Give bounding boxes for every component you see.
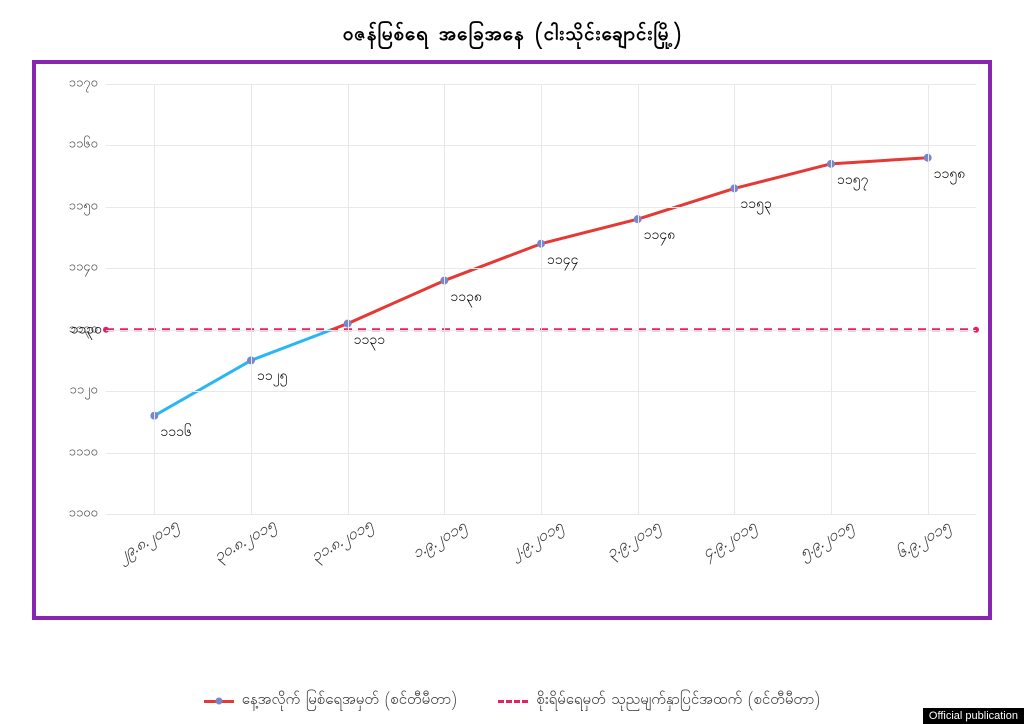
gridline-v	[928, 84, 929, 514]
data-point-label: ၁၁၅၇	[837, 170, 869, 191]
x-tick-label: ၁.၉.၂၀၁၅	[409, 515, 472, 565]
y-tick-label: ၁၁၅၀	[69, 197, 98, 216]
legend: နေ့အလိုက် မြစ်ရေအမှတ် (စင်တီမီတာ) စိုးရိ…	[0, 689, 1024, 713]
gridline-v	[734, 84, 735, 514]
legend-swatch-series	[204, 700, 234, 703]
series-segment	[251, 330, 332, 361]
gridline-v	[831, 84, 832, 514]
series-segment	[734, 164, 831, 189]
data-point-label: ၁၁၄၄	[547, 250, 579, 271]
gridline-v	[348, 84, 349, 514]
series-segment	[154, 360, 251, 415]
x-tick-label: ၄.၉.၂၀၁၅	[699, 515, 762, 565]
x-tick-label: ၃၀.၈.၂၀၁၅	[210, 514, 281, 569]
series-segment	[444, 244, 541, 281]
x-tick-label: ၅.၉.၂၀၁၅	[795, 515, 858, 565]
series-segment	[831, 158, 928, 164]
x-tick-label: ၆.၉.၂၀၁၅	[892, 515, 955, 565]
y-tick-label: ၁၁၁၀	[69, 443, 98, 462]
gridline-v	[251, 84, 252, 514]
data-point-label: ၁၁၂၅	[257, 366, 288, 387]
gridline-v	[638, 84, 639, 514]
gridline-v	[154, 84, 155, 514]
legend-item-danger: စိုးရိမ်ရေမှတ် သုညမျက်နှာပြင်အထက် (စင်တီ…	[498, 690, 820, 712]
plot-area: ၁၁၀၀၁၁၁၀၁၁၂၀၁၁၃၀၁၁၄၀၁၁၅၀၁၁၆၀၁၁၇၀၂၉.၈.၂၀၁…	[106, 84, 976, 514]
series-segment	[348, 281, 445, 324]
y-tick-label: ၁၁၇၀	[69, 75, 98, 94]
chart-frame: ၁၁၀၀ ၁၁၁၀ ၁၁၂၀ ၁၁၃၀ ၁၁၄၀ ၁၁၅၀ ၁၁၆၀ ၁၁၇၀၂၉.၈.၂၀၁…	[32, 60, 992, 620]
danger-level-label: ၁၁၃၀	[71, 319, 103, 340]
chart-title: ဝဇန်မြစ်ရေ အခြေအနေ (ငါးသိုင်းချောင်းမြို…	[0, 0, 1024, 50]
x-tick-label: ၃.၉.၂၀၁၅	[602, 515, 665, 565]
x-tick-label: ၃၁.၈.၂၀၁၅	[306, 514, 377, 569]
series-segment	[541, 219, 638, 244]
gridline-v	[541, 84, 542, 514]
x-tick-label: ၂.၉.၂၀၁၅	[506, 515, 568, 565]
data-point-label: ၁၁၅၃	[740, 194, 772, 215]
data-point-label: ၁၁၃၈	[450, 287, 482, 308]
y-tick-label: ၁၁၄၀	[69, 259, 98, 278]
legend-item-series: နေ့အလိုက် မြစ်ရေအမှတ် (စင်တီမီတာ)	[204, 690, 457, 712]
gridline-v	[444, 84, 445, 514]
legend-swatch-danger	[498, 700, 528, 703]
x-tick-label: ၂၉.၈.၂၀၁၅	[114, 514, 184, 568]
data-point-label: ၁၁၁၆	[160, 422, 192, 443]
legend-label-series: နေ့အလိုက် မြစ်ရေအမှတ် (စင်တီမီတာ)	[242, 690, 457, 712]
legend-label-danger: စိုးရိမ်ရေမှတ် သုညမျက်နှာပြင်အထက် (စင်တီ…	[536, 690, 820, 712]
watermark: Official publication	[923, 708, 1024, 724]
y-tick-label: ၁၁၆၀	[69, 136, 98, 155]
data-point-label: ၁၁၄၈	[644, 225, 676, 246]
data-point-label: ၁၁၅၈	[934, 164, 966, 185]
series-segment	[638, 188, 735, 219]
y-tick-label: ၁၁၂၀	[70, 382, 98, 401]
y-tick-label: ၁၁၀၀	[69, 505, 98, 524]
data-point-label: ၁၁၃၁	[354, 330, 386, 351]
